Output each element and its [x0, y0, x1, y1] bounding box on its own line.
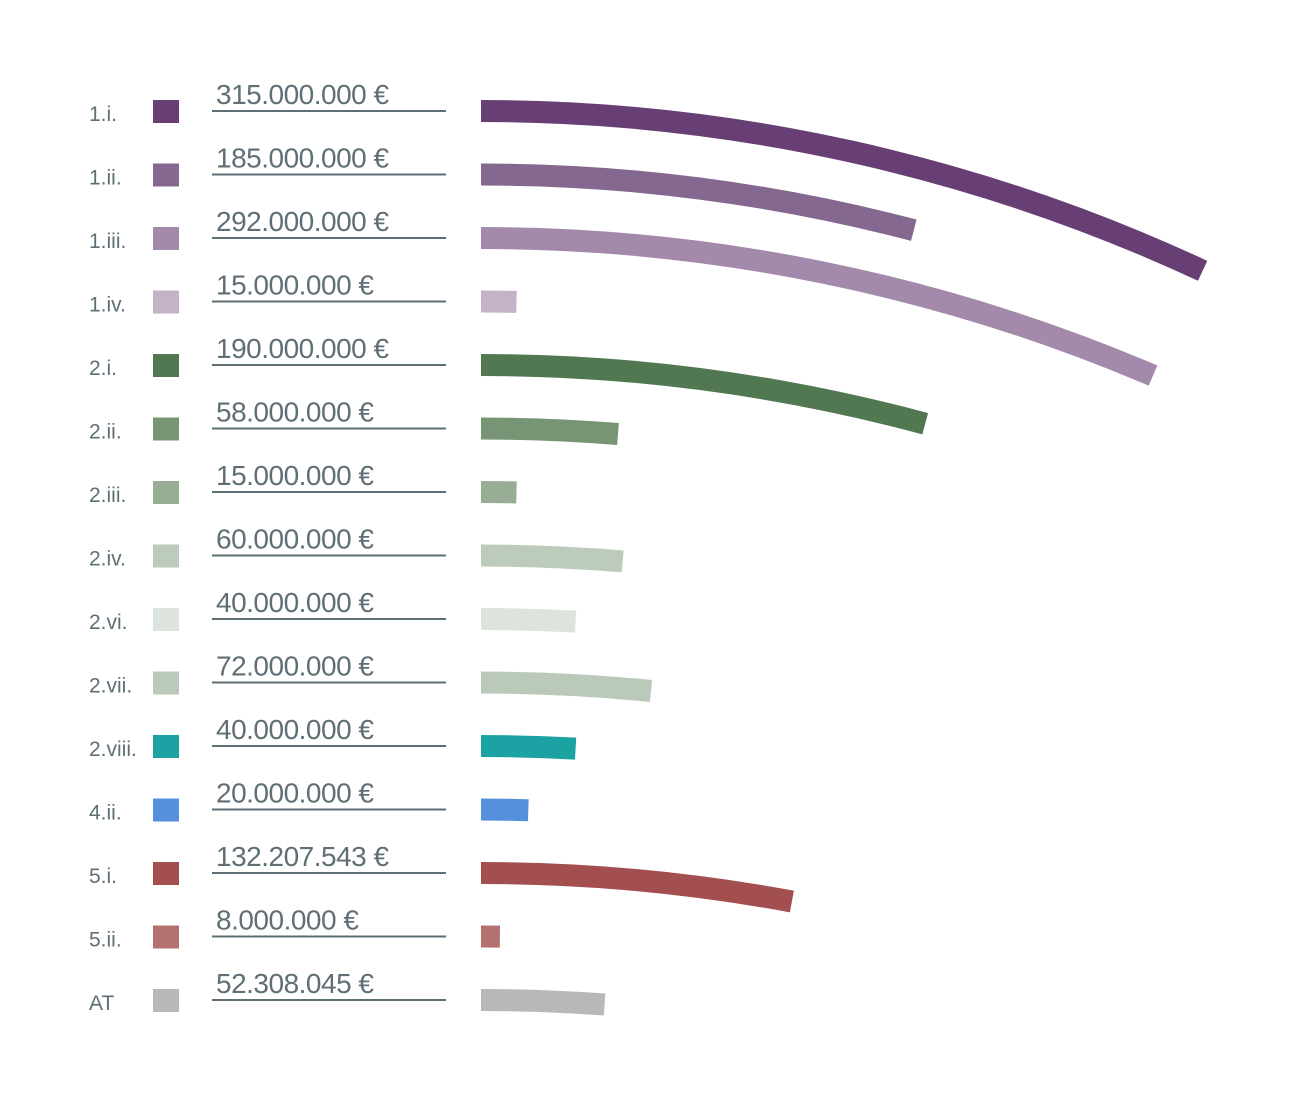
category-label: 2.vii.	[89, 675, 132, 698]
category-label: 2.ii.	[89, 421, 122, 444]
category-label: 2.iv.	[89, 548, 126, 571]
value-label: 20.000.000 €	[216, 778, 374, 809]
value-label: 40.000.000 €	[216, 587, 374, 618]
arc-bar	[480, 798, 529, 822]
category-label: 2.iii.	[89, 484, 126, 507]
value-label: 72.000.000 €	[216, 651, 374, 682]
category-label: 1.ii.	[89, 167, 122, 190]
value-label: 58.000.000 €	[216, 397, 374, 428]
arc-bar	[480, 671, 653, 702]
category-label: 2.vi.	[89, 611, 128, 634]
legend-swatch	[153, 671, 179, 695]
arc-bar	[480, 734, 577, 760]
value-label: 15.000.000 €	[216, 270, 374, 301]
legend-swatch	[153, 481, 179, 504]
legend-swatch	[153, 417, 179, 441]
arc-bar	[480, 417, 619, 445]
category-label: 2.i.	[89, 357, 117, 380]
category-label: 1.iii.	[89, 230, 126, 253]
arc-bar	[480, 607, 577, 633]
category-label: 2.viii.	[89, 738, 137, 761]
legend-swatch	[153, 862, 179, 885]
arc-bar	[480, 544, 624, 573]
legend-swatch	[153, 798, 179, 822]
category-label: 4.ii.	[89, 802, 122, 825]
value-label: 292.000.000 €	[216, 206, 389, 237]
legend-swatch	[153, 989, 179, 1012]
category-label: 5.i.	[89, 865, 117, 888]
value-label: 52.308.045 €	[216, 968, 374, 999]
value-label: 15.000.000 €	[216, 460, 374, 491]
legend-swatch	[153, 290, 179, 314]
arc-bar	[480, 354, 929, 435]
value-label: 132.207.543 €	[216, 841, 389, 872]
legend-swatch	[153, 544, 179, 568]
arc-bar	[480, 100, 1208, 281]
value-label: 60.000.000 €	[216, 524, 374, 555]
value-label: 40.000.000 €	[216, 714, 374, 745]
legend-swatch	[153, 163, 179, 187]
legend-swatch	[153, 608, 179, 631]
legend-swatch	[153, 227, 179, 250]
category-label: 1.iv.	[89, 294, 126, 317]
legend-swatch	[153, 100, 179, 123]
legend-swatch	[153, 925, 179, 949]
category-label: 5.ii.	[89, 929, 122, 952]
category-label: 1.i.	[89, 103, 117, 126]
legend-swatch	[153, 354, 179, 377]
arc-bar	[480, 227, 1158, 386]
value-label: 190.000.000 €	[216, 333, 389, 364]
arc-bar	[480, 989, 606, 1016]
legend-swatch	[153, 735, 179, 758]
value-label: 8.000.000 €	[216, 905, 359, 936]
value-label: 185.000.000 €	[216, 143, 389, 174]
arc-bar	[480, 163, 917, 241]
category-label: AT	[89, 992, 114, 1015]
value-label: 315.000.000 €	[216, 79, 389, 110]
arc-bar	[480, 862, 794, 913]
